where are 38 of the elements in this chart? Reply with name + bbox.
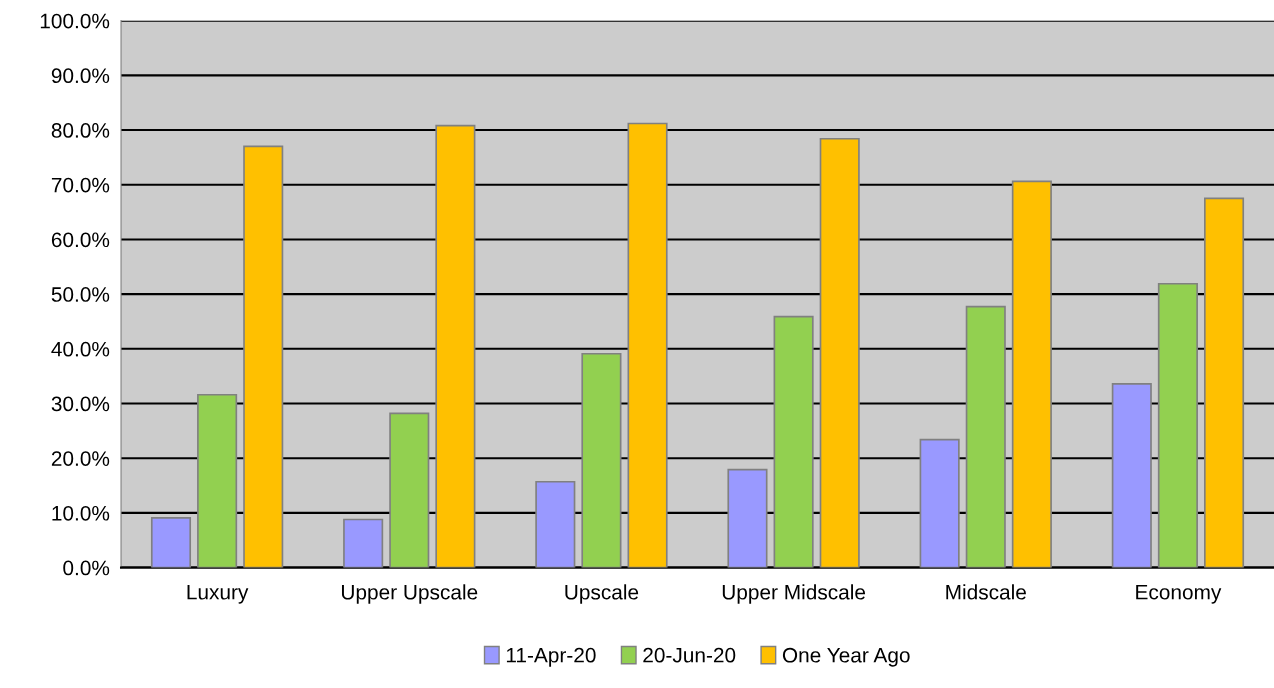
bar [535,480,576,568]
y-tick-label: 10.0% [52,505,110,521]
legend-label: One Year Ago [782,647,910,667]
y-tick-label: 30.0% [51,396,110,412]
x-tick-label: Upper Midscale [722,584,866,604]
bar [243,145,284,568]
bar [1011,180,1052,568]
x-tick-label: Luxury [187,585,249,604]
bar [197,393,238,568]
bar [919,438,960,568]
bar [1203,197,1245,568]
bar [343,518,384,568]
legend-label: 20-Jun-20 [643,647,736,663]
x-tick-label: Upper Upscale [341,584,478,604]
y-tick-label: 80.0% [51,123,110,138]
y-tick-label: 40.0% [51,341,110,357]
bar [965,305,1006,568]
bar [389,412,430,568]
bar [819,137,860,568]
x-tick-label: Upscale [565,584,639,604]
bar [1157,282,1198,568]
bar [1111,382,1152,568]
y-tick-label: 90.0% [51,68,110,84]
y-tick-label: 100.0% [40,13,110,29]
bar [627,122,668,568]
y-tick-label: 50.0% [51,287,110,302]
y-tick-label: 70.0% [51,177,110,193]
bar [727,468,768,568]
x-tick-label: Midscale [946,584,1026,600]
legend-label: 11-Apr-20 [506,647,596,667]
bar [435,124,476,568]
x-tick-label: Economy [1136,585,1222,604]
y-tick-label: 0.0% [63,560,110,576]
bar [773,315,814,568]
y-tick-label: 20.0% [51,451,110,466]
bar [581,352,622,568]
y-tick-label: 60.0% [51,232,110,248]
bar [150,516,192,568]
